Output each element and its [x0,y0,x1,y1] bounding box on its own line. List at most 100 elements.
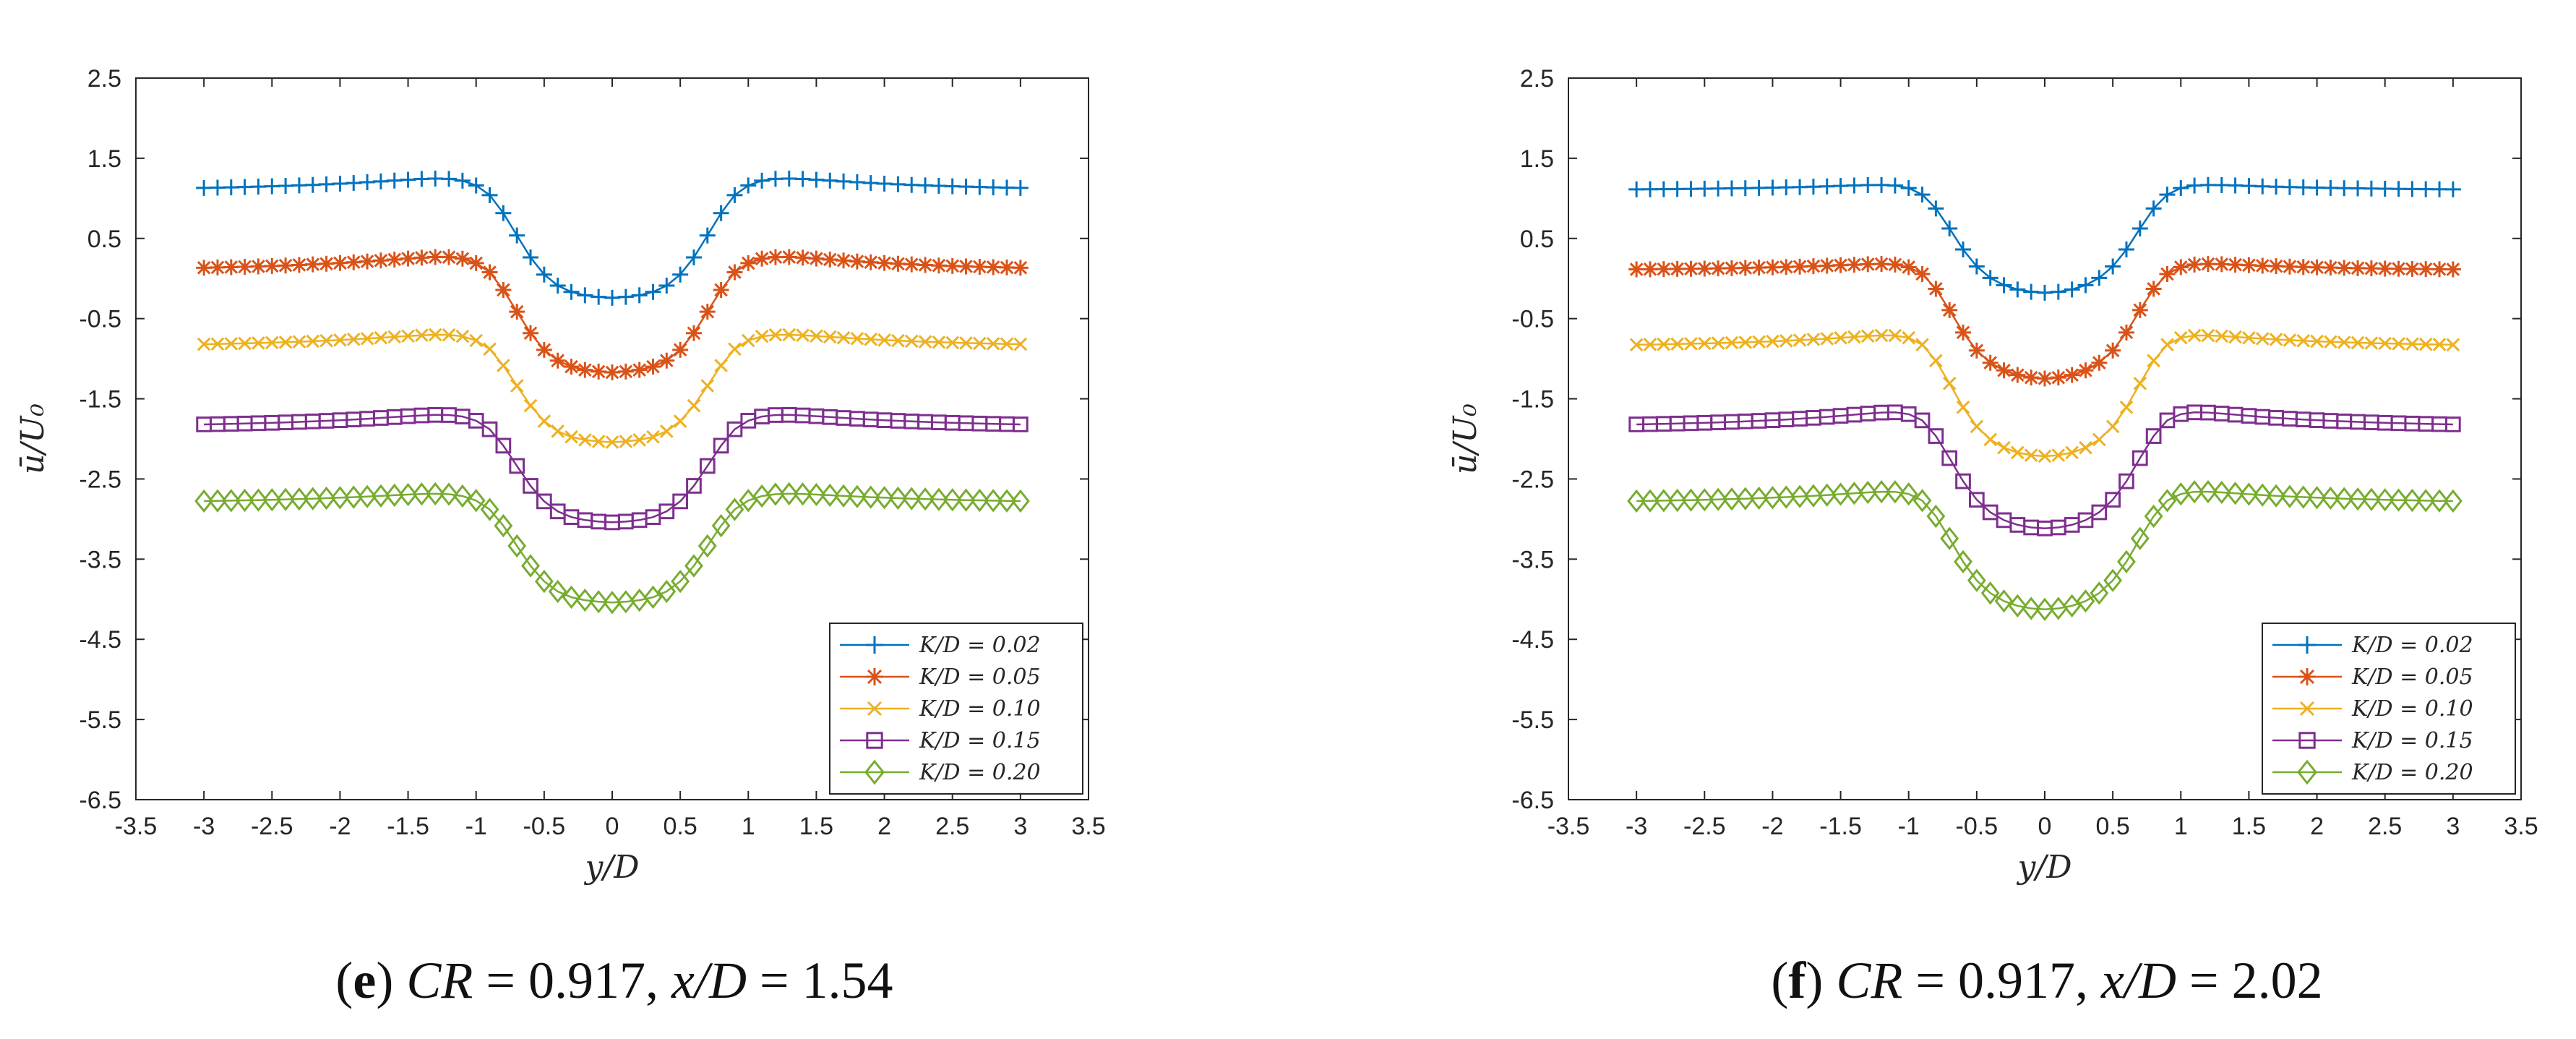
data-point [1968,342,1985,359]
caption-part: ( [1771,952,1788,1009]
series-line [204,414,1021,523]
data-point [1983,432,1998,447]
legend-entry: K/D = 0.02 [919,633,1041,658]
data-point [509,458,525,474]
data-point [387,330,402,344]
data-point [1723,260,1740,276]
data-point [849,253,865,270]
data-point [304,176,321,193]
data-point [891,333,905,348]
data-point [551,424,564,438]
data-point [2077,362,2094,379]
data-point [1873,256,1890,273]
data-point [2173,330,2188,345]
data-point [427,170,444,187]
caption-part: ) [1806,952,1836,1009]
legend-marker [2298,732,2316,749]
data-point [672,493,688,510]
legend-entry: K/D = 0.15 [919,728,1041,753]
data-point [658,503,675,520]
data-point [888,486,908,510]
data-point [495,437,512,454]
data-point [1669,181,1686,197]
data-point [523,398,538,413]
x-tick-label: 0 [2038,813,2052,840]
data-point [1012,260,1029,276]
data-point [589,590,609,614]
data-point [1654,489,1673,513]
data-point [374,330,388,345]
data-point [591,363,607,380]
chart-panel-f: -3.5 -3 -2.5 -2 -1.5 -1 -0.5 0 0.5 1 1.5 2 2.5 3 3.5 2.… [1447,65,2538,1009]
series-diamond [194,482,1030,615]
y-tick-label: -3.5 [1511,546,1554,573]
series-square [1628,404,2461,536]
y-axis-label: ū/U₀ [14,403,51,474]
data-point [480,497,499,521]
data-point [1000,337,1014,351]
data-point [2322,260,2339,276]
data-point [2361,487,2381,511]
data-point [534,569,554,594]
data-point [2375,488,2395,512]
caption-part: x/D [671,952,747,1009]
data-point [441,171,458,187]
data-point [1655,181,1672,197]
data-point [1902,330,1916,345]
data-point [236,179,253,195]
data-point [426,482,445,506]
data-point [523,325,539,341]
data-point [330,486,350,510]
data-point [1996,362,2012,379]
x-tick-label: 1.5 [2232,813,2266,840]
data-point [2418,261,2434,278]
data-point [495,281,512,298]
x-tick-label: 0 [606,813,619,840]
data-point [2293,485,2313,509]
x-tick-label: 1 [2174,813,2188,840]
panel-caption: (f) CR = 0.917, x/D = 2.02 [1771,952,2322,1009]
data-point [1737,180,1753,197]
data-point [876,255,893,271]
data-point [726,264,743,281]
data-point [250,258,267,275]
caption-part: = 1.54 [747,952,893,1009]
data-point [209,179,226,196]
data-point [415,328,429,342]
data-point [2389,488,2408,512]
legend-entry: K/D = 0.10 [2351,696,2473,722]
data-point [2350,335,2365,350]
data-point [1955,324,1972,341]
data-point [265,335,279,350]
data-point [2160,338,2174,351]
data-point [944,257,961,274]
data-point [344,485,364,509]
data-point [1655,261,1672,278]
data-point [577,362,593,378]
data-point [2390,181,2407,197]
data-point [481,187,498,203]
data-point [754,250,770,267]
data-point [687,398,701,413]
data-point [902,487,922,510]
data-point [2444,261,2461,278]
data-point [822,251,838,268]
data-point [291,177,307,194]
data-point [2131,302,2148,318]
data-point [507,534,527,558]
data-point [2077,277,2094,294]
data-point [2076,589,2095,613]
data-point [291,257,307,273]
data-point [1792,258,1808,275]
data-point [2241,257,2257,273]
data-point [2199,256,2216,273]
data-point [359,174,376,191]
data-point [1670,337,1684,351]
data-point [428,328,442,342]
data-point [713,437,729,454]
data-point [1683,181,1699,197]
data-point [345,175,362,192]
data-point [1914,265,1931,282]
data-point [250,179,267,195]
data-point [468,177,484,194]
